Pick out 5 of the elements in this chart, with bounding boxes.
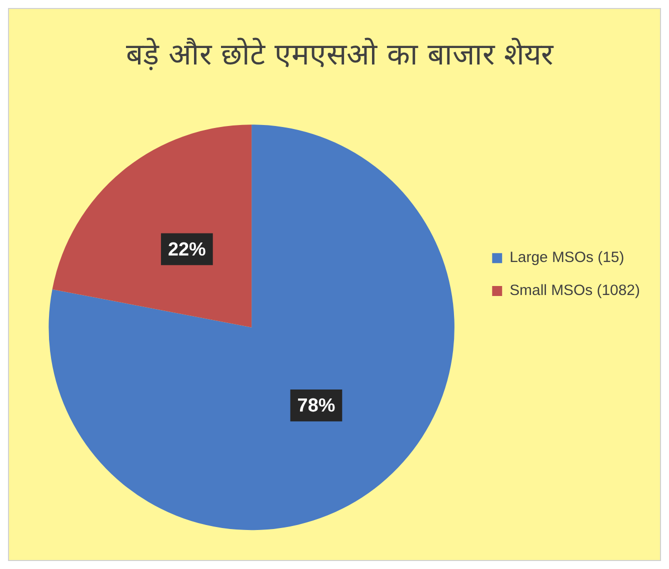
chart-title: बड़े और छोटे एमएसओ का बाजार शेयर xyxy=(126,38,554,73)
data-label: 22% xyxy=(168,239,206,260)
legend-label: Small MSOs (1082) xyxy=(510,282,640,300)
legend-label: Large MSOs (15) xyxy=(510,249,624,266)
data-label: 78% xyxy=(297,396,336,417)
